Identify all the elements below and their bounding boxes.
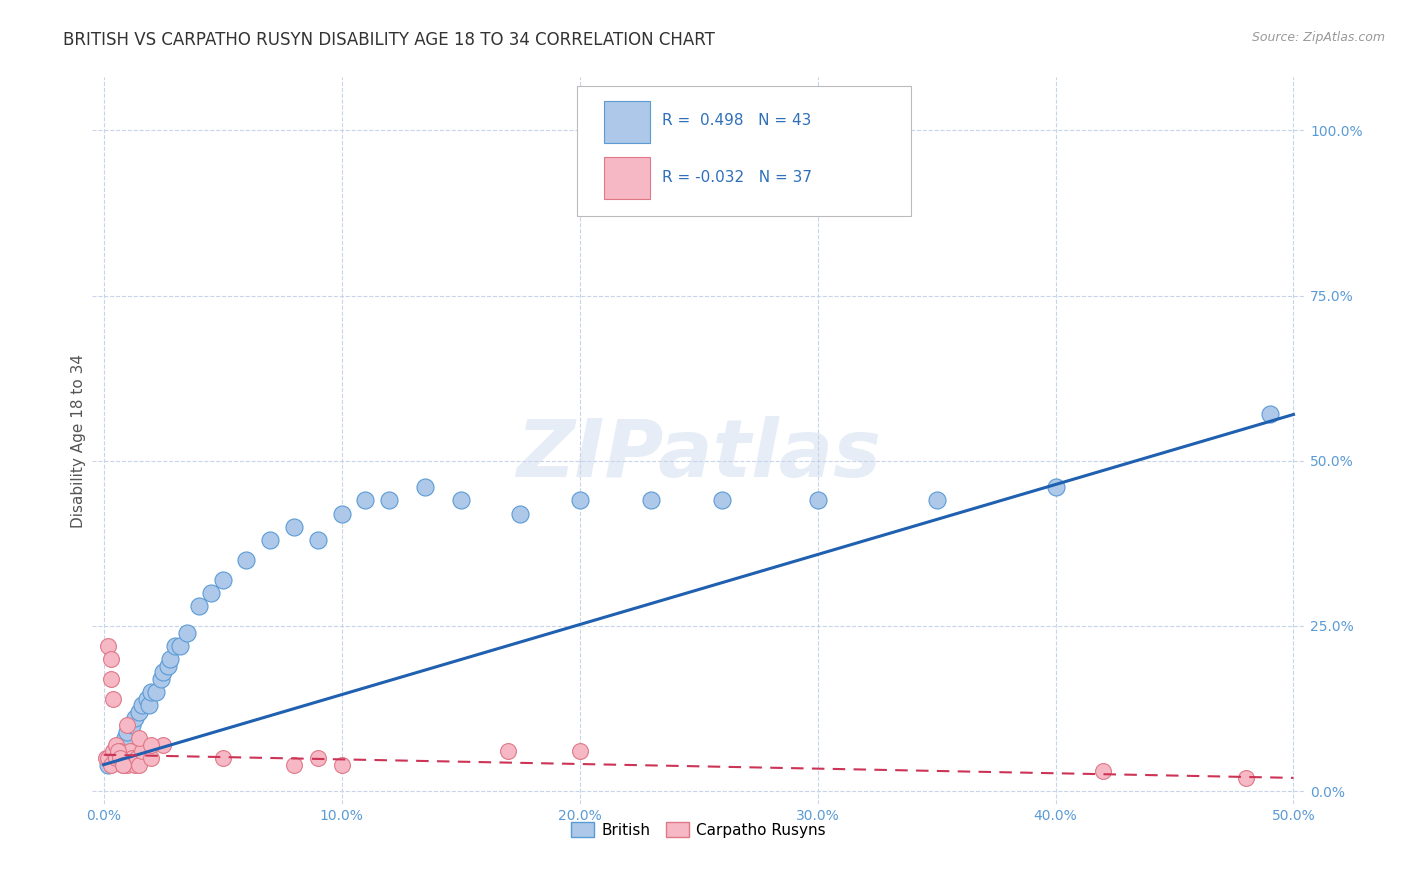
Legend: British, Carpatho Rusyns: British, Carpatho Rusyns: [565, 815, 832, 844]
Point: [104, 751, 127, 765]
Point: [1258, 408, 1281, 422]
FancyBboxPatch shape: [605, 157, 650, 199]
Point: [114, 731, 136, 746]
Point: [111, 757, 134, 772]
Point: [568, 493, 591, 508]
Point: [94, 751, 117, 765]
Point: [283, 520, 305, 534]
Point: [1234, 771, 1257, 785]
Point: [145, 685, 167, 699]
Point: [103, 751, 125, 765]
Point: [176, 625, 198, 640]
Point: [104, 744, 127, 758]
Point: [117, 757, 139, 772]
Point: [568, 744, 591, 758]
Point: [128, 757, 150, 772]
Point: [925, 493, 948, 508]
Point: [100, 757, 122, 772]
Point: [152, 738, 174, 752]
Point: [138, 698, 160, 713]
Point: [165, 639, 187, 653]
Point: [211, 573, 233, 587]
Point: [107, 744, 129, 758]
Point: [124, 757, 146, 772]
Point: [723, 110, 745, 124]
Point: [103, 744, 125, 758]
Point: [110, 751, 132, 765]
Point: [259, 533, 281, 547]
Point: [496, 744, 519, 758]
Point: [211, 751, 233, 765]
FancyBboxPatch shape: [605, 101, 650, 143]
Point: [103, 691, 125, 706]
Point: [118, 744, 141, 758]
Text: R = -0.032   N = 37: R = -0.032 N = 37: [662, 169, 813, 185]
Point: [187, 599, 209, 613]
Point: [100, 672, 122, 686]
Point: [149, 672, 172, 686]
Point: [711, 493, 734, 508]
FancyBboxPatch shape: [578, 87, 911, 216]
Point: [110, 744, 132, 758]
Point: [104, 738, 127, 752]
Point: [159, 652, 181, 666]
Text: R =  0.498   N = 43: R = 0.498 N = 43: [662, 112, 811, 128]
Point: [169, 639, 191, 653]
Point: [111, 757, 134, 772]
Point: [806, 493, 828, 508]
Point: [156, 658, 179, 673]
Text: ZIPatlas: ZIPatlas: [516, 417, 882, 494]
Y-axis label: Disability Age 18 to 34: Disability Age 18 to 34: [72, 354, 86, 528]
Point: [413, 480, 436, 494]
Point: [141, 738, 163, 752]
Point: [128, 705, 150, 719]
Point: [688, 123, 710, 137]
Point: [110, 738, 132, 752]
Point: [131, 744, 153, 758]
Point: [97, 639, 120, 653]
Text: BRITISH VS CARPATHO RUSYN DISABILITY AGE 18 TO 34 CORRELATION CHART: BRITISH VS CARPATHO RUSYN DISABILITY AGE…: [63, 31, 716, 49]
Point: [283, 757, 305, 772]
Point: [141, 751, 163, 765]
Point: [97, 751, 120, 765]
Text: Source: ZipAtlas.com: Source: ZipAtlas.com: [1251, 31, 1385, 45]
Point: [200, 586, 222, 600]
Point: [114, 751, 136, 765]
Point: [378, 493, 401, 508]
Point: [235, 553, 257, 567]
Point: [1045, 480, 1067, 494]
Point: [124, 711, 146, 725]
Point: [131, 698, 153, 713]
Point: [1092, 764, 1115, 779]
Point: [509, 507, 531, 521]
Point: [640, 493, 662, 508]
Point: [450, 493, 472, 508]
Point: [135, 691, 157, 706]
Point: [128, 731, 150, 746]
Point: [125, 751, 148, 765]
Point: [354, 493, 377, 508]
Point: [107, 751, 129, 765]
Point: [117, 724, 139, 739]
Point: [97, 757, 120, 772]
Point: [121, 718, 143, 732]
Point: [100, 652, 122, 666]
Point: [307, 533, 329, 547]
Point: [152, 665, 174, 680]
Point: [121, 751, 143, 765]
Point: [330, 757, 353, 772]
Point: [117, 718, 139, 732]
Point: [141, 685, 163, 699]
Point: [330, 507, 353, 521]
Point: [307, 751, 329, 765]
